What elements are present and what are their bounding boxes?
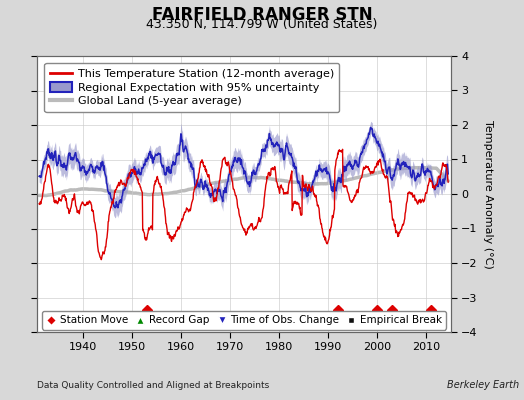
Text: Berkeley Earth: Berkeley Earth — [446, 380, 519, 390]
Text: Data Quality Controlled and Aligned at Breakpoints: Data Quality Controlled and Aligned at B… — [37, 381, 269, 390]
Text: 43.350 N, 114.799 W (United States): 43.350 N, 114.799 W (United States) — [146, 18, 378, 31]
Text: FAIRFIELD RANGER STN: FAIRFIELD RANGER STN — [151, 6, 373, 24]
Y-axis label: Temperature Anomaly (°C): Temperature Anomaly (°C) — [483, 120, 493, 268]
Legend: Station Move, Record Gap, Time of Obs. Change, Empirical Break: Station Move, Record Gap, Time of Obs. C… — [42, 311, 446, 330]
